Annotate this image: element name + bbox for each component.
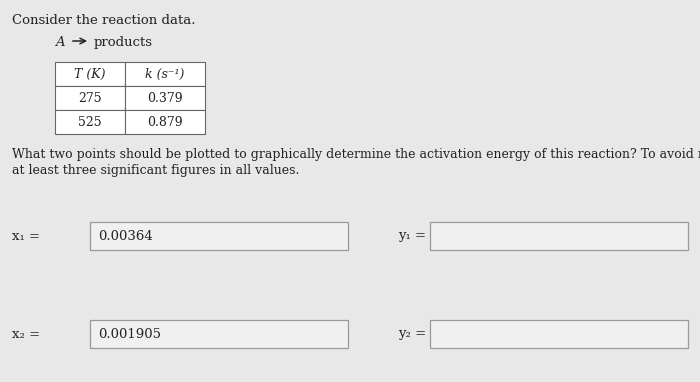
Text: 0.879: 0.879 <box>147 115 183 128</box>
Text: 0.00364: 0.00364 <box>98 230 153 243</box>
Bar <box>125 110 205 134</box>
Text: A: A <box>55 36 64 49</box>
Text: T (K): T (K) <box>74 68 106 81</box>
Bar <box>430 222 688 250</box>
Text: 525: 525 <box>78 115 102 128</box>
Bar <box>90 222 348 250</box>
Text: 0.001905: 0.001905 <box>98 327 161 340</box>
Text: at least three significant figures in all values.: at least three significant figures in al… <box>12 164 300 177</box>
Bar <box>125 86 205 110</box>
Bar <box>90 320 348 348</box>
Text: y₁ =: y₁ = <box>398 230 426 243</box>
Text: Consider the reaction data.: Consider the reaction data. <box>12 14 195 27</box>
Bar <box>55 110 125 134</box>
Text: products: products <box>94 36 153 49</box>
Text: y₂ =: y₂ = <box>398 327 426 340</box>
Bar <box>430 320 688 348</box>
Text: x₂ =: x₂ = <box>12 327 40 340</box>
Bar <box>55 62 125 86</box>
Bar <box>125 62 205 86</box>
Text: What two points should be plotted to graphically determine the activation energy: What two points should be plotted to gra… <box>12 148 700 161</box>
Text: 275: 275 <box>78 92 102 105</box>
Bar <box>55 86 125 110</box>
Text: x₁ =: x₁ = <box>12 230 40 243</box>
Text: k (s⁻¹): k (s⁻¹) <box>146 68 185 81</box>
Text: 0.379: 0.379 <box>147 92 183 105</box>
